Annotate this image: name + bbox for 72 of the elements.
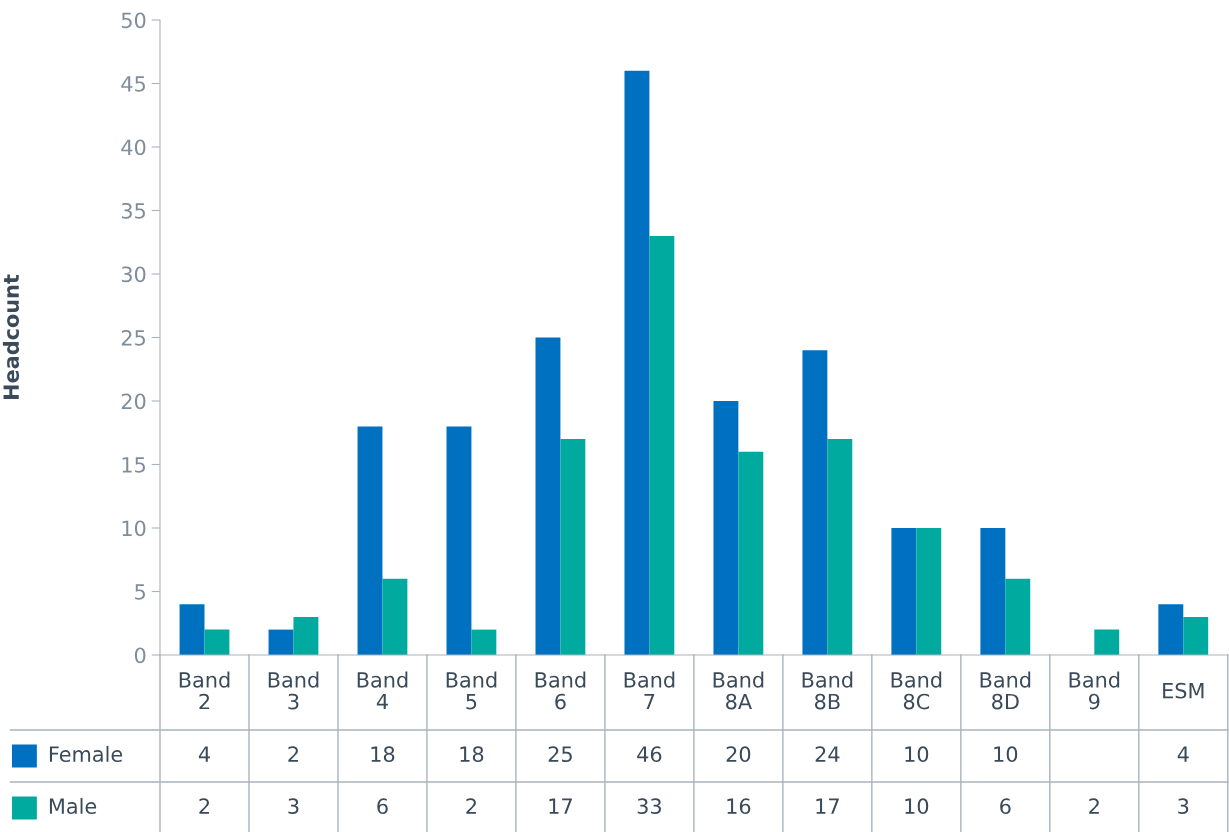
data-label: 3 — [1178, 798, 1189, 815]
y-tick-label: 35 — [121, 202, 145, 219]
data-label: 33 — [637, 798, 661, 815]
y-tick-label: 30 — [121, 266, 146, 283]
bar — [204, 629, 230, 655]
data-label: 20 — [726, 746, 751, 763]
bar — [268, 629, 294, 655]
y-tick-label: 15 — [122, 457, 145, 473]
x-tick-label: Band 7 — [624, 671, 675, 710]
data-label: 2 — [1089, 798, 1099, 814]
x-tick-label: Band 2 — [179, 671, 230, 710]
x-tick-label: ESM — [1163, 682, 1204, 699]
data-label: 17 — [549, 798, 572, 814]
data-label: 6 — [1000, 798, 1011, 815]
data-label: 18 — [371, 746, 395, 763]
bar — [891, 528, 917, 655]
x-tick-label: Band 5 — [446, 671, 497, 710]
bar — [1094, 629, 1120, 655]
bar — [382, 578, 408, 655]
bar — [624, 70, 650, 655]
data-label: 18 — [460, 746, 484, 763]
x-tick-label: Band 6 — [535, 671, 586, 710]
data-label: 17 — [816, 798, 839, 814]
data-label: 3 — [288, 798, 299, 815]
y-tick-label: 10 — [122, 520, 146, 537]
bar — [802, 350, 828, 655]
bar — [827, 439, 853, 655]
y-tick-label: 20 — [121, 393, 146, 410]
bar — [357, 426, 383, 655]
data-label: 10 — [905, 746, 929, 763]
data-label: 2 — [199, 798, 210, 814]
bar — [471, 629, 497, 655]
data-label: 4 — [198, 746, 210, 762]
data-label: 10 — [905, 798, 929, 815]
bar — [293, 616, 319, 655]
bar — [980, 528, 1006, 655]
x-tick-label: Band 8B — [802, 671, 853, 710]
data-label: 24 — [815, 746, 840, 762]
bar — [446, 426, 472, 655]
bar — [649, 235, 675, 655]
bar — [916, 528, 942, 655]
bar — [1005, 578, 1031, 655]
y-tick-label: 0 — [134, 647, 146, 664]
bar — [738, 451, 764, 655]
bar — [535, 337, 561, 655]
y-axis-title: Headcount — [2, 274, 20, 399]
y-tick-label: 50 — [121, 12, 146, 29]
bar — [713, 401, 739, 655]
x-tick-label: Band 8A — [713, 671, 764, 710]
x-tick-label: Band 8C — [891, 671, 942, 710]
data-label: 2 — [288, 746, 299, 762]
data-label: 16 — [727, 798, 751, 815]
x-tick-label: Band 9 — [1069, 671, 1120, 710]
bar — [179, 604, 205, 655]
bar — [1183, 616, 1209, 655]
bar — [560, 439, 586, 655]
legend-label: Female — [49, 745, 123, 763]
legend-label: Male — [49, 797, 97, 815]
bar — [1158, 604, 1184, 655]
data-label: 10 — [994, 746, 1018, 763]
x-tick-label: Band 3 — [268, 671, 319, 710]
data-label: 2 — [466, 798, 476, 814]
data-label: 4 — [1177, 746, 1189, 762]
y-tick-label: 25 — [121, 329, 145, 346]
x-tick-label: Band 4 — [357, 671, 408, 710]
y-tick-label: 45 — [121, 76, 145, 92]
y-tick-label: 5 — [135, 584, 145, 600]
data-label: 25 — [548, 746, 572, 763]
x-tick-label: Band 8D — [980, 671, 1031, 710]
y-tick-label: 40 — [121, 139, 146, 156]
data-label: 46 — [637, 746, 662, 763]
data-label: 6 — [377, 798, 388, 815]
